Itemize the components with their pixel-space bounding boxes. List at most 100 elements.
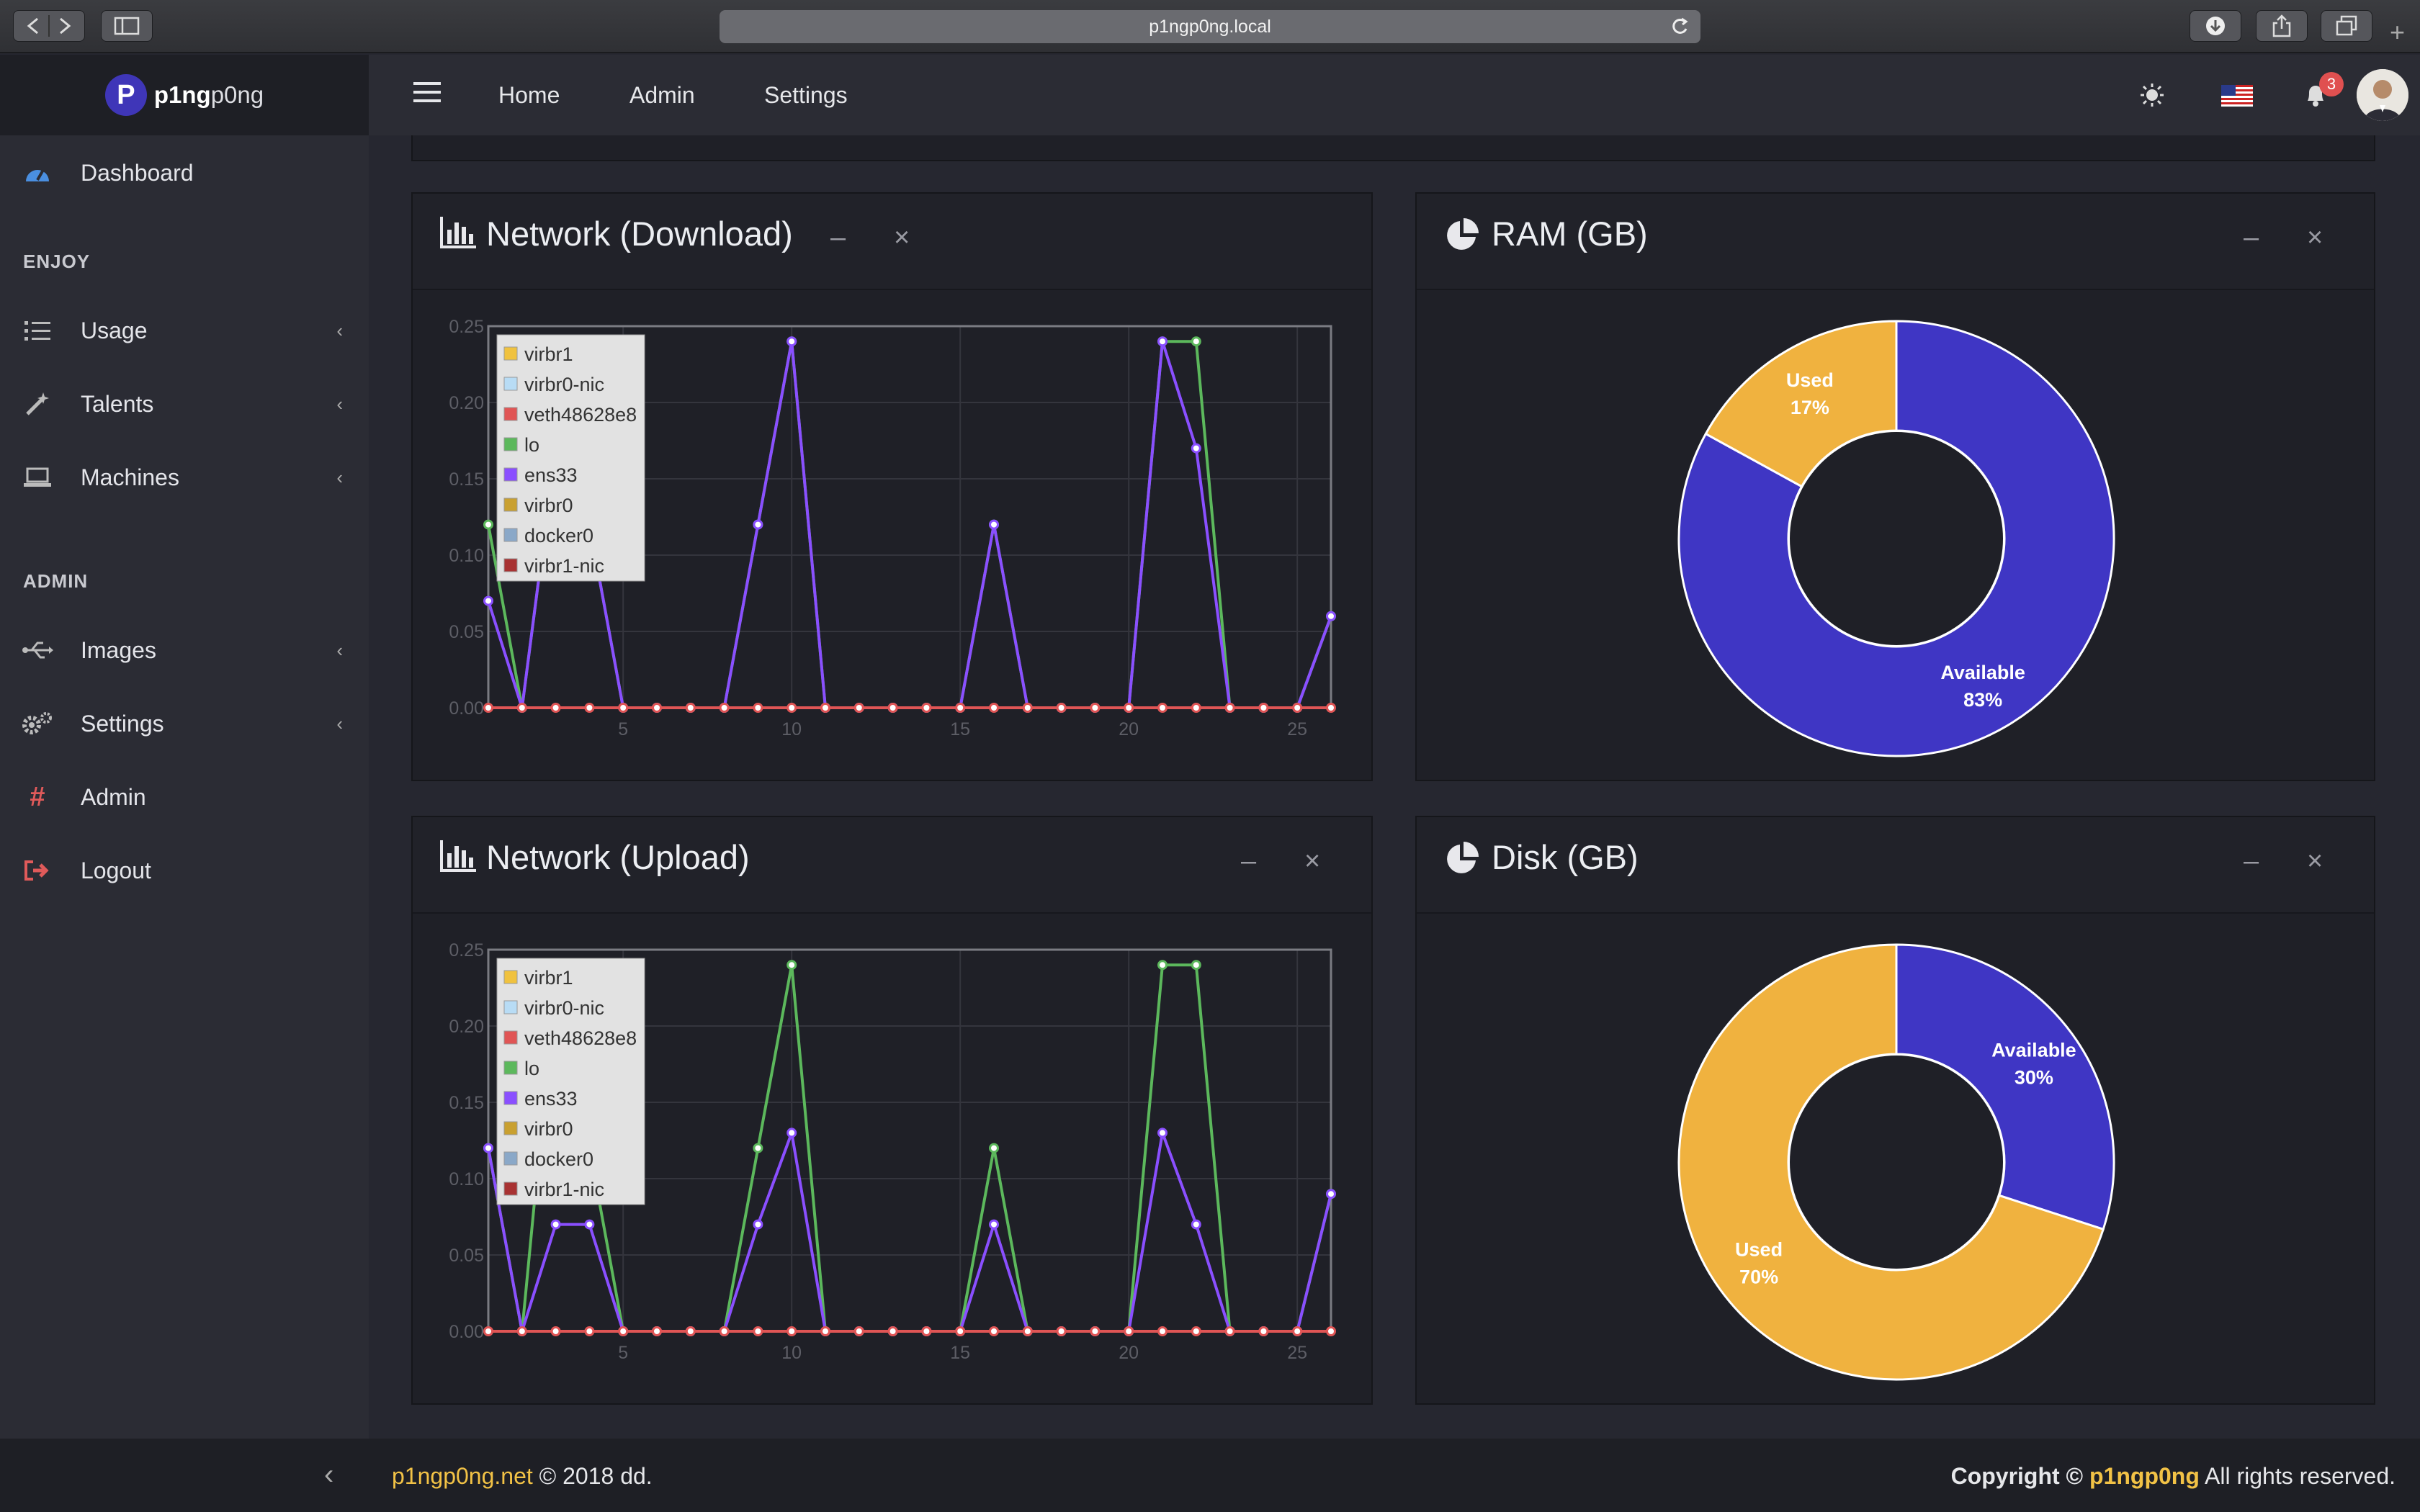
legend-entry: veth48628e8 xyxy=(524,404,637,426)
data-point-veth48628e8 xyxy=(989,1326,999,1336)
brand-logo[interactable]: P p1ngp0ng xyxy=(0,55,369,135)
upload-line-chart: 0.00 0.05 0.10 0.15 0.20 0.25 5 10 15 20 25 virbr1 v… xyxy=(449,940,1336,1363)
data-point-lo xyxy=(753,1143,763,1153)
data-point-ens33 xyxy=(753,519,763,530)
url-text: p1ngp0ng.local xyxy=(1149,17,1271,37)
footer-brand[interactable]: p1ngp0ng xyxy=(2089,1463,2200,1489)
bar-chart-icon xyxy=(440,217,476,252)
slice-label: Used xyxy=(1735,1239,1783,1261)
nav-admin[interactable]: Admin xyxy=(629,82,695,108)
y-tick-label: 0.10 xyxy=(449,1169,484,1189)
share-button[interactable] xyxy=(2256,10,2308,42)
legend-swatch xyxy=(503,407,518,421)
sidebar-item-settings[interactable]: Settings ‹ xyxy=(0,695,369,752)
data-point-veth48628e8 xyxy=(685,703,696,713)
legend-entry: veth48628e8 xyxy=(524,1027,637,1049)
reload-icon[interactable] xyxy=(1670,10,1690,54)
us-flag-icon[interactable] xyxy=(2221,85,2253,110)
data-point-veth48628e8 xyxy=(516,703,527,713)
sign-out-icon xyxy=(22,855,53,886)
browser-toolbar: p1ngp0ng.local + xyxy=(0,0,2420,53)
tabs-button[interactable] xyxy=(2321,10,2372,42)
y-tick-label: 0.10 xyxy=(449,546,484,566)
data-point-veth48628e8 xyxy=(1124,703,1134,713)
panel-header: Network (Upload) – × xyxy=(413,817,1371,914)
panel-network-upload: Network (Upload) – × 0.00 0.05 0.10 0.15 0.2… xyxy=(411,816,1373,1405)
section-admin: ADMIN xyxy=(23,570,89,592)
y-tick-label: 0.15 xyxy=(449,469,484,490)
minimize-button[interactable]: – xyxy=(2244,222,2259,253)
data-point-veth48628e8 xyxy=(786,703,797,713)
minimize-button[interactable]: – xyxy=(2244,846,2259,876)
sidebar-item-label: Usage xyxy=(81,317,148,343)
sidebar-toggle-button[interactable] xyxy=(101,10,153,42)
hashtag-icon: # xyxy=(30,781,45,812)
sidebar-item-usage[interactable]: Usage ‹ xyxy=(0,302,369,359)
legend-swatch xyxy=(503,1030,518,1045)
sidebar-item-machines[interactable]: Machines ‹ xyxy=(0,449,369,506)
disk-donut-chart: Available 30% Used 70% xyxy=(1677,943,2115,1381)
collapse-sidebar-icon[interactable]: ‹ xyxy=(324,1459,334,1490)
x-tick-label: 15 xyxy=(950,719,970,739)
close-button[interactable]: × xyxy=(2307,846,2323,876)
sidebar-item-label: Talents xyxy=(81,390,154,417)
address-bar[interactable]: p1ngp0ng.local xyxy=(720,10,1700,43)
sidebar-item-dashboard[interactable]: Dashboard xyxy=(0,144,369,202)
footer-right: Copyright © p1ngp0ng All rights reserved… xyxy=(1951,1463,2396,1490)
data-point-lo xyxy=(1157,960,1168,971)
sidebar-item-talents[interactable]: Talents ‹ xyxy=(0,375,369,433)
nav-settings[interactable]: Settings xyxy=(764,82,848,108)
downloads-button[interactable] xyxy=(2190,10,2241,42)
footer-left: p1ngp0ng.net © 2018 dd. xyxy=(392,1463,653,1490)
nav-home[interactable]: Home xyxy=(498,82,560,108)
hamburger-menu-icon[interactable] xyxy=(413,81,441,107)
panel-disk: Disk (GB) – × Available 30% Used 70% xyxy=(1415,816,2375,1405)
tabs-icon xyxy=(2336,15,2357,36)
data-point-veth48628e8 xyxy=(853,703,864,713)
x-tick-label: 20 xyxy=(1119,1343,1139,1363)
data-point-lo xyxy=(786,960,797,971)
bell-icon[interactable] xyxy=(2303,82,2328,112)
data-point-lo xyxy=(483,519,493,530)
sidebar-item-label: Admin xyxy=(81,783,146,810)
panel-ram: RAM (GB) – × Available 83% Used 17% xyxy=(1415,192,2375,781)
slice-percent: 17% xyxy=(1791,397,1829,418)
legend-entry: lo xyxy=(524,1058,539,1079)
data-point-veth48628e8 xyxy=(1258,703,1269,713)
close-button[interactable]: × xyxy=(1304,846,1321,876)
data-point-veth48628e8 xyxy=(887,1326,898,1336)
sidebar: P p1ngp0ng Dashboard ENJOY Usage ‹ Talen… xyxy=(0,55,369,1440)
data-point-veth48628e8 xyxy=(1224,1326,1235,1336)
x-tick-label: 5 xyxy=(618,1343,628,1363)
sidebar-item-label: Images xyxy=(81,636,156,663)
theme-toggle-sun-icon[interactable] xyxy=(2139,82,2165,112)
data-point-ens33 xyxy=(1191,443,1201,454)
panel-title: RAM (GB) xyxy=(1492,215,1648,253)
minimize-button[interactable]: – xyxy=(1241,846,1257,876)
footer-site-link[interactable]: p1ngp0ng.net xyxy=(392,1463,533,1489)
data-point-veth48628e8 xyxy=(1157,1326,1168,1336)
bar-chart-icon xyxy=(440,840,476,876)
legend-box xyxy=(496,334,645,582)
sidebar-item-logout[interactable]: Logout xyxy=(0,842,369,899)
chevron-left-icon: ‹ xyxy=(336,319,343,341)
chevron-left-icon: ‹ xyxy=(336,639,343,661)
data-point-veth48628e8 xyxy=(853,1326,864,1336)
close-button[interactable]: × xyxy=(894,222,910,253)
new-tab-icon[interactable]: + xyxy=(2390,17,2406,47)
data-point-veth48628e8 xyxy=(753,703,763,713)
data-point-ens33 xyxy=(989,519,999,530)
y-tick-label: 0.25 xyxy=(449,940,484,960)
sidebar-item-images[interactable]: Images ‹ xyxy=(0,621,369,679)
legend-entry: virbr1 xyxy=(524,343,573,365)
sidebar-item-admin[interactable]: # Admin xyxy=(0,768,369,826)
close-button[interactable]: × xyxy=(2307,222,2323,253)
avatar[interactable] xyxy=(2357,69,2408,121)
data-point-ens33 xyxy=(483,595,493,606)
minimize-button[interactable]: – xyxy=(830,222,846,253)
laptop-icon xyxy=(22,462,53,493)
notification-badge: 3 xyxy=(2319,72,2344,96)
panel-header: Network (Download) – × xyxy=(413,194,1371,290)
back-forward-buttons[interactable] xyxy=(13,10,85,42)
panel-header: RAM (GB) – × xyxy=(1417,194,2374,290)
